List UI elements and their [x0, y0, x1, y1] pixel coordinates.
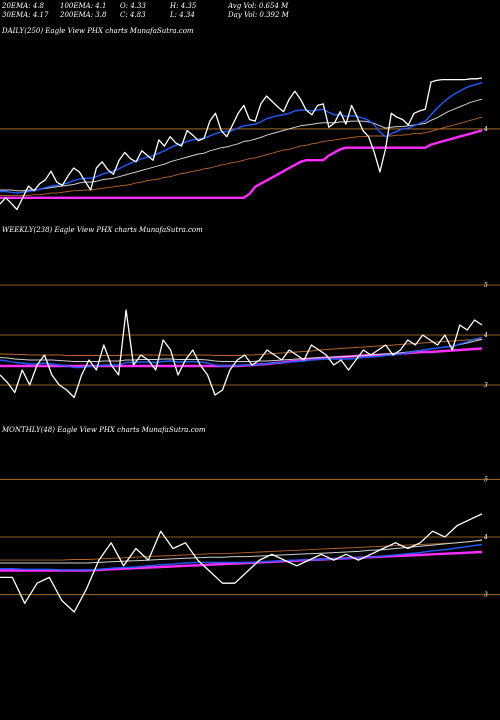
- daily-ema-long-line: [0, 129, 483, 200]
- stat-close: C: 4.83: [120, 11, 146, 19]
- weekly-chart-title: WEEKLY(238) Eagle View PHX charts Munafa…: [2, 226, 203, 234]
- daily-ema-fast-line: [0, 82, 483, 194]
- stat-ema100: 100EMA: 4.1: [60, 2, 107, 10]
- daily-ema-mid-line: [0, 98, 483, 192]
- weekly-ema-mid-line: [0, 339, 483, 362]
- weekly-tick-label: 5: [484, 282, 488, 289]
- stat-ema20: 20EMA: 4.8: [2, 2, 44, 10]
- monthly-tick-label: 5: [484, 476, 488, 483]
- monthly-price-line: [0, 513, 483, 613]
- weekly-tick-label: 4: [483, 332, 488, 339]
- weekly-ema-fast-line: [0, 336, 483, 369]
- stat-ema30: 30EMA: 4.17: [2, 11, 49, 19]
- stat-day-vol: Day Vol: 0.392 M: [228, 11, 289, 19]
- weekly-chart: 5 4 3: [0, 282, 500, 399]
- stat-low: L: 4.34: [170, 11, 195, 19]
- daily-chart: 4: [0, 77, 500, 211]
- stat-avg-vol: Avg Vol: 0.654 M: [228, 2, 289, 10]
- stat-open: O: 4.33: [120, 2, 146, 10]
- daily-price-line: [0, 77, 483, 211]
- daily-chart-title: DAILY(250) Eagle View PHX charts MunafaS…: [2, 27, 194, 35]
- monthly-tick-label: 4: [483, 534, 488, 541]
- weekly-ema-slow-line: [0, 338, 483, 356]
- stat-ema200: 200EMA: 3.8: [60, 11, 107, 19]
- daily-tick-label: 4: [483, 126, 488, 133]
- monthly-chart: 5 4 3: [0, 476, 500, 613]
- monthly-tick-label: 3: [484, 592, 488, 599]
- monthly-ema-mid-line: [0, 539, 483, 564]
- monthly-chart-title: MONTHLY(48) Eagle View PHX charts Munafa…: [2, 426, 206, 434]
- stat-high: H: 4.35: [170, 2, 197, 10]
- daily-ema-slow-line: [0, 116, 483, 196]
- weekly-price-line: [0, 309, 483, 399]
- monthly-ema-slow-line: [0, 540, 483, 561]
- weekly-tick-label: 3: [484, 382, 488, 389]
- monthly-ema-fast-line: [0, 543, 483, 571]
- monthly-ema-long-line: [0, 550, 483, 572]
